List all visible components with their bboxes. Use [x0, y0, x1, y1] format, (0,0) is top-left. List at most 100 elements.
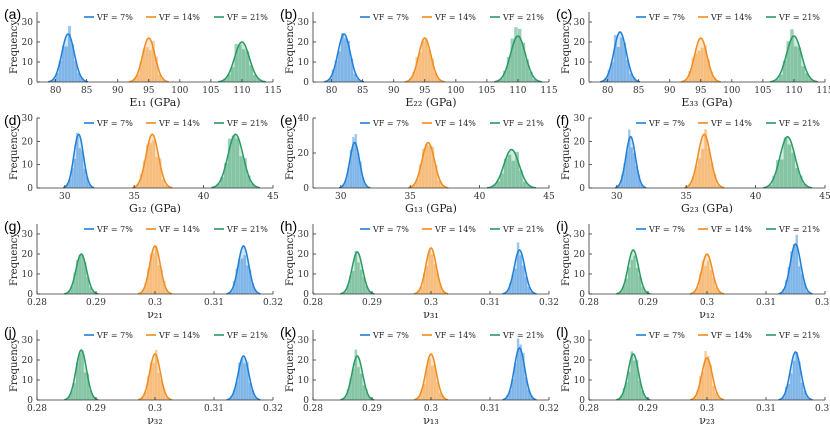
histogram-bar-vf14: [701, 148, 705, 188]
y-axis-label: Frequency: [561, 338, 572, 392]
histogram-bar-vf21: [238, 44, 242, 82]
fit-area-vf7: [778, 352, 813, 400]
histogram-bar-vf14: [420, 286, 423, 294]
histogram-bar-vf14: [696, 389, 699, 400]
x-tick-label: 35: [404, 192, 416, 202]
fit-area-vf14: [408, 142, 449, 188]
legend-label-vf7: VF = 7%: [372, 13, 409, 22]
histogram-bar-vf7: [232, 389, 236, 400]
histogram-bar-vf14: [704, 350, 707, 400]
histogram-bar-vf7: [508, 282, 512, 294]
x-tick-label: 95: [695, 86, 707, 96]
fit-curve-vf21: [64, 253, 99, 295]
x-tick-label: 30: [611, 192, 623, 202]
panel-letter: (d): [4, 112, 21, 128]
histogram-bar-vf14: [133, 78, 137, 82]
histogram-bar-vf21: [367, 290, 371, 294]
legend-label-vf21: VF = 21%: [226, 331, 268, 340]
histogram-bar-vf14: [717, 396, 721, 400]
histogram-bar-vf7: [784, 386, 788, 400]
histogram-bar-vf14: [434, 164, 438, 188]
y-tick-label: 0: [27, 78, 33, 88]
legend-label-vf21: VF = 21%: [226, 225, 268, 234]
panel-letter: (f): [556, 112, 569, 128]
histogram-bar-vf7: [85, 176, 89, 188]
x-axis-label: G₁₃ (GPa): [405, 202, 457, 215]
histogram-bar-vf7: [511, 378, 514, 400]
y-tick-label: 30: [22, 336, 34, 346]
histogram-bar-vf14: [434, 72, 438, 82]
histogram-bar-vf21: [638, 380, 642, 400]
histogram-bar-vf14: [155, 157, 159, 188]
histogram-bar-vf7: [522, 265, 525, 294]
histogram-bar-vf21: [83, 372, 87, 400]
histogram-bar-vf21: [525, 59, 529, 82]
histogram-bar-vf21: [220, 177, 224, 188]
chart-panel-f: (f) 0 10 20 30 30 35 40 45 Frequency G₂₃ (GPa) VF =…: [556, 112, 830, 215]
histogram-bar-vf21: [768, 184, 773, 188]
histogram-bar-vf14: [415, 178, 419, 188]
fit-area-vf21: [340, 252, 375, 294]
x-tick-label: 105: [478, 86, 495, 96]
fit-curve-vf7: [614, 135, 647, 189]
histogram-bar-vf7: [790, 251, 793, 294]
x-axis-label: E₂₂ (GPa): [405, 96, 456, 109]
x-tick-label: 30: [59, 192, 71, 202]
fit-curve-vf7: [48, 33, 89, 83]
histogram-bar-vf14: [431, 58, 434, 82]
fit-curve-vf14: [689, 357, 725, 401]
histogram-bar-vf21: [507, 154, 512, 188]
histogram-bar-vf21: [243, 158, 247, 188]
x-tick-label: 0.3: [424, 298, 439, 308]
histogram-bar-vf14: [149, 361, 153, 400]
y-tick-label: 10: [22, 58, 34, 68]
fit-area-vf14: [128, 38, 169, 82]
histogram-bar-vf21: [801, 66, 805, 82]
histogram-bar-vf14: [437, 180, 441, 188]
histogram-bar-vf14: [149, 253, 153, 294]
legend-label-vf21: VF = 21%: [502, 225, 544, 234]
histogram-bar-vf21: [223, 78, 227, 82]
legend-label-vf14: VF = 14%: [158, 331, 200, 340]
x-tick-label: 85: [357, 86, 369, 96]
x-tick-label: 110: [509, 86, 526, 96]
histogram-bar-vf14: [696, 287, 699, 294]
x-tick-label: 45: [267, 192, 279, 202]
x-tick-label: 105: [754, 86, 771, 96]
histogram-bar-vf7: [238, 362, 241, 400]
histogram-bar-vf21: [224, 163, 228, 188]
fit-area-vf7: [615, 136, 647, 188]
legend-label-vf14: VF = 14%: [158, 13, 200, 22]
histogram-bar-vf7: [806, 290, 809, 294]
histogram-bar-vf14: [713, 173, 717, 188]
legend-label-vf14: VF = 14%: [434, 225, 476, 234]
fit-curve-vf14: [413, 247, 449, 295]
y-axis-label: Frequency: [9, 126, 20, 180]
histogram-bar-vf14: [165, 397, 169, 400]
histogram-bar-vf14: [423, 273, 426, 294]
histogram-bar-vf7: [798, 266, 801, 294]
histogram-bar-vf7: [357, 152, 360, 188]
legend-label-vf14: VF = 14%: [710, 13, 752, 22]
y-tick-label: 20: [22, 38, 34, 48]
histogram-bar-vf14: [136, 184, 140, 188]
histogram-bar-vf14: [704, 265, 707, 294]
fit-curve-vf14: [404, 37, 445, 83]
histogram-bar-vf7: [356, 78, 360, 82]
histogram-bar-vf21: [526, 185, 531, 188]
y-tick-label: 40: [298, 114, 310, 124]
histogram-bar-vf14: [433, 365, 437, 400]
histogram-bar-vf14: [431, 254, 434, 294]
y-axis-label: Frequency: [285, 20, 296, 74]
histogram-bar-vf7: [625, 151, 629, 188]
histogram-bar-vf7: [230, 395, 233, 400]
histogram-bar-vf21: [625, 382, 628, 400]
x-tick-label: 0.31: [756, 298, 776, 308]
histogram-bar-vf21: [808, 78, 813, 82]
histogram-bar-vf21: [357, 367, 360, 400]
x-tick-label: 115: [540, 86, 557, 96]
histogram-bar-vf7: [344, 38, 347, 82]
histogram-bar-vf21: [625, 278, 628, 294]
histogram-bar-vf7: [364, 183, 367, 188]
y-tick-label: 10: [298, 270, 310, 280]
